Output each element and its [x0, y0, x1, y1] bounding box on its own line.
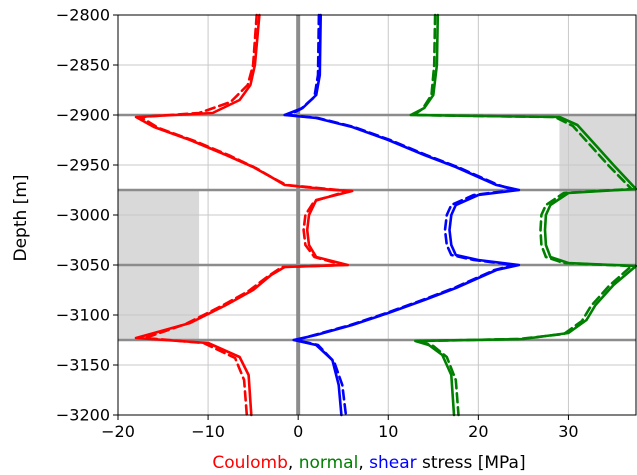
y-tick-label: −3150 [56, 356, 110, 375]
shaded-regions [118, 115, 636, 340]
grid [117, 14, 636, 416]
shaded-region [559, 190, 636, 265]
x-tick-label: 0 [293, 422, 303, 441]
x-axis-label-part: , [358, 453, 369, 473]
x-axis-label-part: normal [299, 453, 359, 473]
x-axis-label-part: , [288, 453, 299, 473]
y-tick-label: −2800 [56, 6, 110, 25]
x-axis-label-part: Coulomb [212, 453, 288, 473]
y-tick-label: −3200 [56, 406, 110, 425]
x-tick-label: 30 [558, 422, 578, 441]
x-tick-label: 20 [468, 422, 488, 441]
x-axis-label-part: shear [369, 453, 417, 473]
y-tick-label: −3100 [56, 306, 110, 325]
y-tick-label: −3050 [56, 256, 110, 275]
x-tick-label: 10 [378, 422, 398, 441]
series-lines [134, 13, 637, 417]
x-axis-label-part: stress [MPa] [417, 453, 526, 473]
x-tick-label: −10 [191, 422, 225, 441]
y-axis-label: Depth [m] [11, 174, 31, 261]
depth-boundary-lines [118, 15, 636, 415]
series-line-normal-dashed [412, 13, 633, 417]
y-tick-label: −3000 [56, 206, 110, 225]
x-tick-labels: −20 −10 0 10 20 30 [101, 415, 579, 441]
x-axis-label: Coulomb, normal, shear stress [MPa] [212, 453, 525, 473]
series-line-shear-dashed [287, 13, 516, 417]
x-tick-label: −20 [101, 422, 135, 441]
y-tick-label: −2900 [56, 106, 110, 125]
y-tick-labels: −2800 −2850 −2900 −2950 −3000 −3050 −3100 −3150… [56, 6, 118, 425]
shaded-region [559, 115, 636, 190]
y-tick-label: −2850 [56, 56, 110, 75]
y-tick-label: −2950 [56, 156, 110, 175]
series-line-coulomb-dashed [139, 13, 349, 417]
